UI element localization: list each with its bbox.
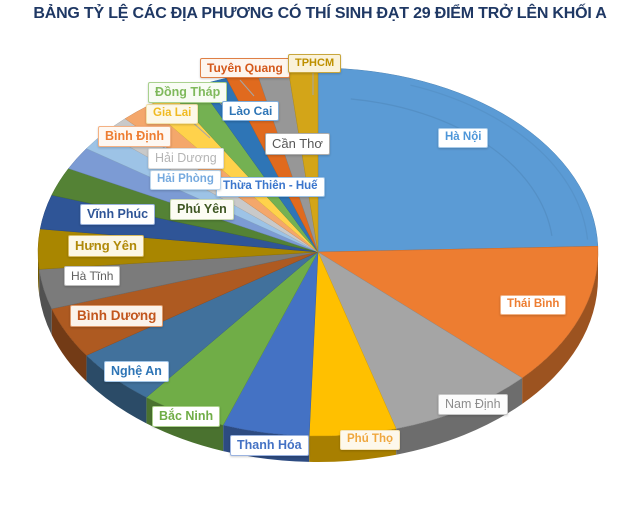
- label-dong-thap: Đồng Tháp: [148, 82, 228, 103]
- leader-line-tuyen-quang: [239, 79, 255, 97]
- label-hai-phong: Hải Phòng: [150, 170, 221, 190]
- label-nghe-an: Nghệ An: [104, 361, 169, 382]
- label-gia-lai: Gia Lai: [146, 104, 199, 124]
- label-thai-binh: Thái Bình: [500, 295, 567, 315]
- label-hung-yen: Hưng Yên: [68, 235, 144, 257]
- pie-bevel-arc: [410, 84, 589, 240]
- label-vinh-phuc: Vĩnh Phúc: [80, 204, 156, 225]
- label-phu-tho: Phú Thọ: [340, 430, 400, 450]
- pie-slice-ha-noi: [317, 67, 599, 253]
- pie-side-ha-tinh: [39, 269, 52, 335]
- label-ha-noi: Hà Nội: [438, 128, 489, 148]
- label-nam-dinh: Nam Định: [438, 394, 508, 415]
- label-lao-cai: Lào Cai: [222, 101, 280, 122]
- label-tuyen-quang: Tuyên Quang: [200, 58, 290, 79]
- label-thanh-hoa: Thanh Hóa: [230, 435, 309, 456]
- label-thua-thien-hue: Thừa Thiên - Huế: [216, 177, 325, 197]
- pie-side-nghe-an: [86, 355, 147, 424]
- label-hai-duong: Hải Dương: [148, 148, 224, 169]
- chart-title: BẢNG TỶ LỆ CÁC ĐỊA PHƯƠNG CÓ THÍ SINH ĐẠ…: [33, 5, 607, 22]
- label-bac-ninh: Bắc Ninh: [152, 406, 221, 427]
- label-phu-yen: Phú Yên: [170, 199, 234, 220]
- label-binh-dinh: Bình Định: [98, 126, 172, 147]
- label-binh-duong: Bình Dương: [70, 305, 164, 328]
- label-can-tho: Cần Thơ: [265, 133, 330, 155]
- pie-slice-thai-binh: [317, 245, 599, 379]
- pie-side-thai-binh: [522, 252, 598, 404]
- pie-side-binh-duong: [51, 308, 87, 382]
- label-ha-tinh: Hà Tĩnh: [64, 266, 121, 287]
- label-tphcm: TPHCM: [288, 54, 342, 74]
